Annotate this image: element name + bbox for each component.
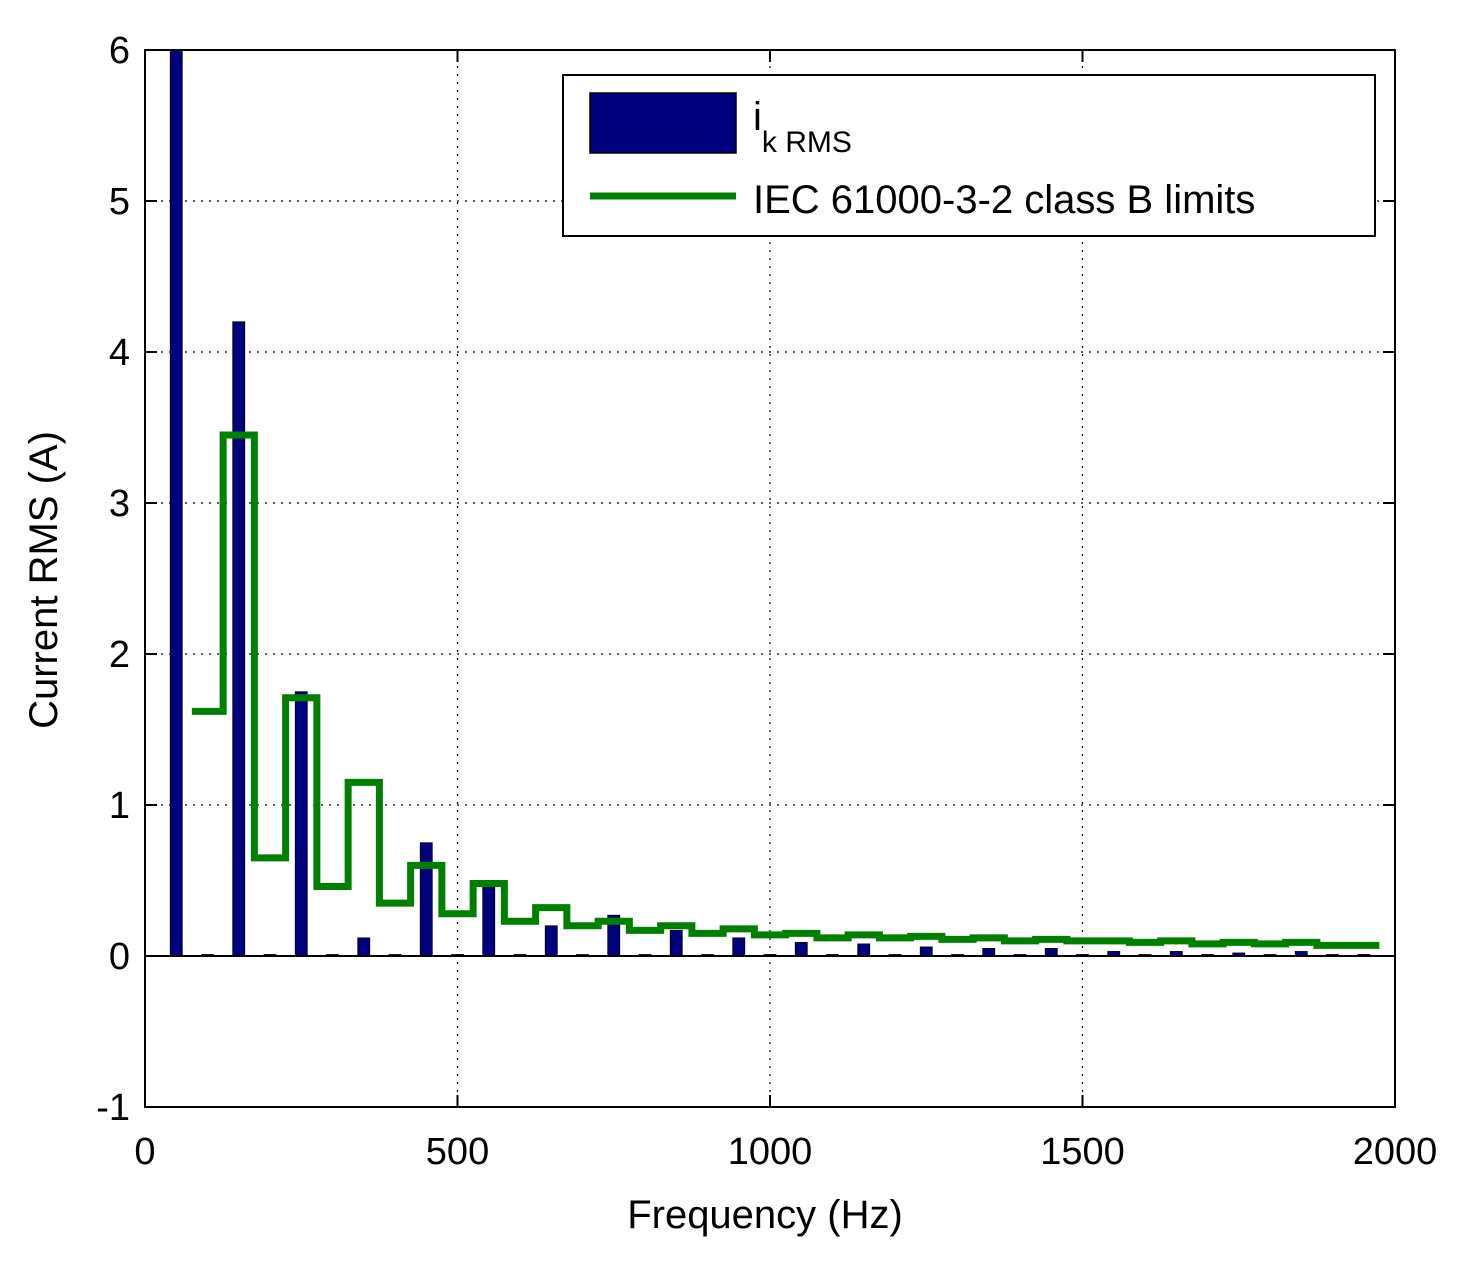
y-tick-label: 0 — [109, 936, 130, 978]
legend-bars-label: ik RMS — [753, 95, 852, 159]
harmonic-bar — [232, 321, 246, 957]
x-tick-label: 1000 — [728, 1131, 813, 1173]
x-tick-label: 0 — [134, 1131, 155, 1173]
y-tick-label: 4 — [109, 332, 130, 374]
harmonic-bar — [669, 929, 683, 957]
legend-bars-main: i — [753, 95, 762, 139]
current-bars — [169, 49, 1371, 957]
harmonic-bar — [357, 937, 371, 957]
harmonic-bar — [294, 691, 308, 957]
limit-step-line — [191, 431, 1380, 949]
legend-bar-swatch — [589, 92, 737, 154]
harmonic-bar — [1044, 948, 1058, 957]
y-tick-label: 3 — [109, 483, 130, 525]
harmonic-bar — [794, 942, 808, 957]
y-axis-title: Current RMS (A) — [22, 431, 66, 729]
y-tick-label: -1 — [96, 1087, 130, 1129]
legend: ik RMS IEC 61000-3-2 class B limits — [562, 74, 1376, 237]
legend-bars-sub: k RMS — [762, 126, 852, 159]
harmonic-bar — [544, 925, 558, 957]
x-tick-label: 2000 — [1353, 1131, 1438, 1173]
legend-limits-label: IEC 61000-3-2 class B limits — [753, 178, 1255, 222]
harmonic-bar — [982, 948, 996, 957]
x-tick-label: 1500 — [1040, 1131, 1125, 1173]
harmonic-bar — [419, 842, 433, 957]
harmonic-bar — [482, 880, 496, 957]
x-tick-label: 500 — [426, 1131, 489, 1173]
harmonic-bar — [732, 937, 746, 957]
harmonic-bar — [919, 946, 933, 957]
x-axis-title: Frequency (Hz) — [627, 1193, 903, 1237]
y-tick-label: 5 — [109, 181, 130, 223]
harmonic-bar — [169, 49, 183, 957]
y-tick-label: 6 — [109, 30, 130, 72]
y-tick-label: 1 — [109, 785, 130, 827]
harmonic-bar — [857, 943, 871, 957]
y-tick-label: 2 — [109, 634, 130, 676]
